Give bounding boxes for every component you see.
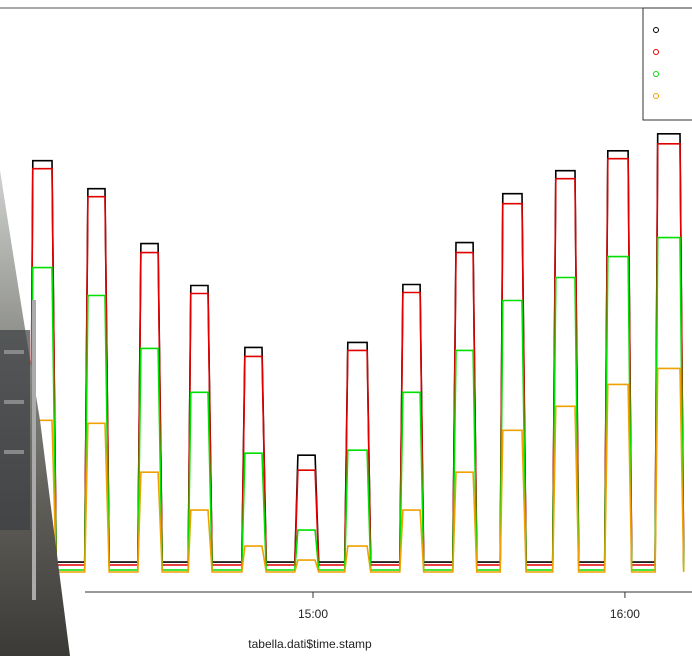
plot-lines [30,134,684,572]
photo-overlay [0,170,70,656]
series-line [30,368,684,572]
x-tick-label: 15:00 [298,607,328,621]
series-line [30,144,684,565]
series-line [30,134,684,562]
chart: tabella.dati$time.stamp 15:00 16:00 [0,0,692,656]
x-axis-title: tabella.dati$time.stamp [248,637,372,651]
legend [643,8,692,120]
series-line [30,238,684,570]
x-tick-label: 16:00 [610,607,640,621]
